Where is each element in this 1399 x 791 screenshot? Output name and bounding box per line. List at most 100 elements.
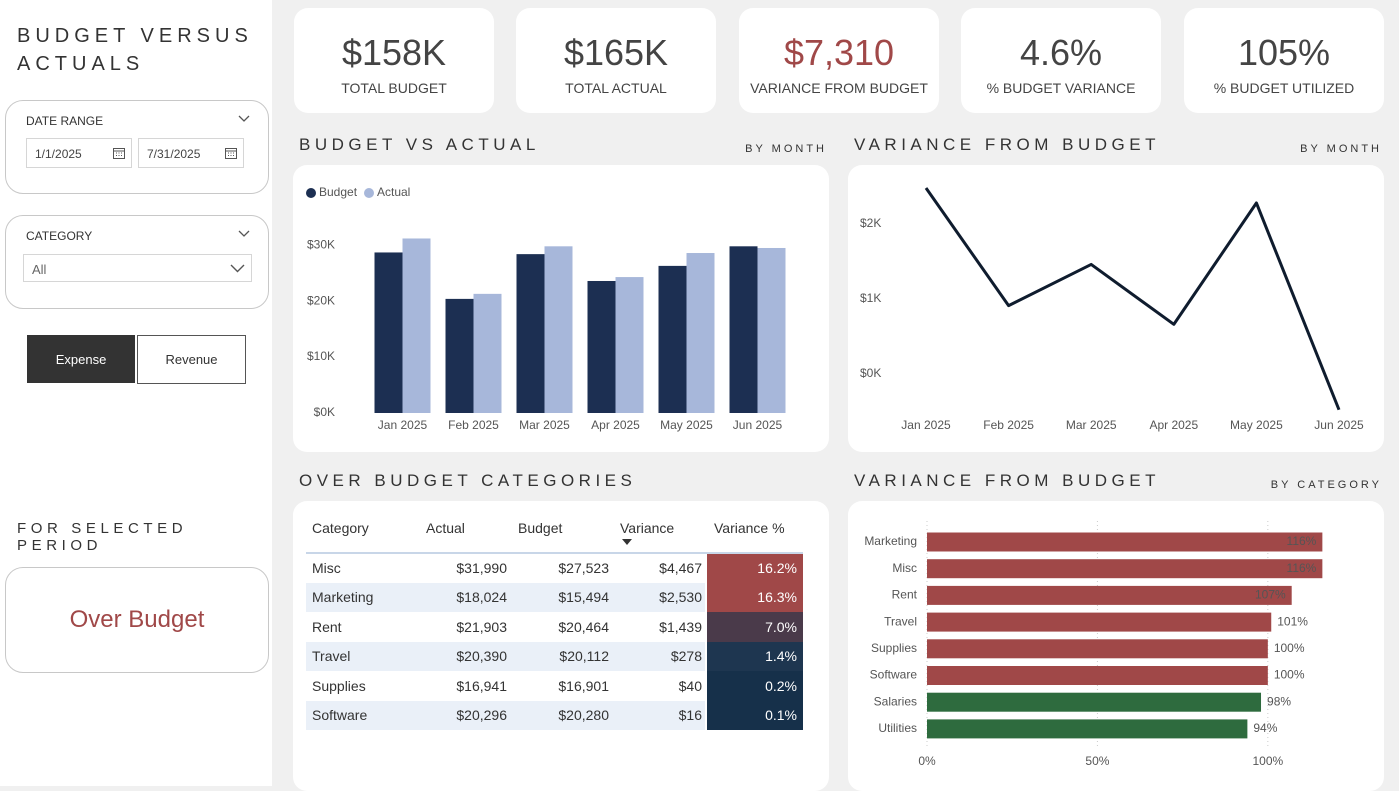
bar [516, 254, 545, 413]
chart: $0K $10K $20K $30K Budget Actual Jan 2025 Feb 2… [306, 185, 786, 432]
bar [402, 238, 431, 413]
table-cell: $20,280 [558, 707, 609, 724]
y-tick-label: Supplies [871, 641, 917, 655]
table-cell: $20,112 [559, 648, 609, 665]
column-header: Variance % [706, 503, 803, 554]
x-tick-label: Jan 2025 [901, 418, 951, 432]
table-row: Rent $21,903 $20,464 $1,439 7.0% [306, 612, 803, 642]
bar [544, 246, 573, 413]
x-tick-label: Jun 2025 [733, 418, 783, 432]
period-label: FOR SELECTED PERIOD [17, 520, 188, 554]
kpi-label: TOTAL BUDGET [341, 80, 447, 96]
table-cell: 1.4% [705, 641, 803, 671]
table-cell: $2,530 [659, 589, 702, 606]
table-row: Supplies $16,941 $16,901 $40 0.2% [306, 671, 803, 701]
table-cell: $20,296 [456, 707, 507, 724]
chevron [230, 264, 245, 273]
kpi-label: VARIANCE FROM BUDGET [750, 80, 928, 96]
category-dropdown[interactable]: All [23, 254, 252, 282]
table-title: OVER BUDGET CATEGORIES [299, 471, 637, 490]
bar [729, 246, 758, 413]
bar [445, 298, 474, 413]
column-header: Category [306, 503, 418, 554]
table-cell: $278 [670, 648, 702, 665]
sort-arrow[interactable] [622, 539, 632, 545]
value-label: 101% [1277, 614, 1308, 628]
y-tick-label: $0K [860, 366, 881, 380]
y-tick-label: $0K [314, 405, 335, 419]
bar [658, 265, 687, 413]
table-cell: $16,941 [456, 677, 507, 694]
end-date: 7/31/2025 [147, 147, 201, 161]
chevron[interactable] [238, 230, 250, 238]
x-tick-label: Apr 2025 [1149, 418, 1198, 432]
status-card: Over Budget [5, 567, 269, 673]
table: Category Actual Budget Variance Variance % Mi… [306, 503, 803, 730]
header-row: Category Actual Budget Variance Variance % [306, 503, 803, 554]
kpi-value: 4.6% [1019, 32, 1103, 73]
table-row: Travel $20,390 $20,112 $278 1.4% [306, 641, 803, 671]
value-label: 116% [1287, 561, 1317, 575]
legend-label: Budget [319, 185, 358, 199]
date-range-filter: DATE RANGE 1/1/2025 7/31/2025 [5, 100, 269, 194]
end-date-input[interactable]: 7/31/2025 [138, 138, 244, 168]
x-tick-label: Mar 2025 [1066, 418, 1117, 432]
table-cell: 0.1% [705, 700, 803, 730]
kpi-value: 105% [1237, 32, 1331, 73]
bar [927, 666, 1268, 685]
button-label: Expense [55, 351, 107, 367]
table-row: Misc $31,990 $27,523 $4,467 16.2% [306, 553, 803, 583]
value-label: 116% [1287, 534, 1317, 548]
expense-button[interactable]: Expense [27, 335, 135, 383]
bar [927, 532, 1323, 552]
calendar-icon [225, 148, 237, 159]
y-tick-label: Travel [884, 614, 917, 628]
x-tick-label: 0% [918, 754, 936, 768]
value-label: 94% [1253, 721, 1277, 735]
x-tick-label: Jun 2025 [1314, 418, 1364, 432]
chevron[interactable] [238, 115, 250, 123]
y-tick-label: $10K [307, 349, 335, 363]
table-cell: Rent [312, 618, 342, 635]
y-tick-label: Software [870, 668, 918, 682]
table-cell: 16.3% [705, 582, 803, 612]
x-tick-label: Mar 2025 [519, 418, 570, 432]
revenue-button[interactable]: Revenue [137, 335, 246, 384]
x-tick-label: May 2025 [660, 418, 713, 432]
table-cell: $27,523 [558, 560, 609, 577]
table-cell: $18,024 [456, 589, 507, 606]
x-tick-label: 100% [1252, 754, 1283, 768]
x-tick-label: 50% [1085, 754, 1109, 768]
value-label: 107% [1255, 588, 1286, 602]
y-tick-label: $20K [307, 293, 335, 307]
start-date-input[interactable]: 1/1/2025 [26, 138, 132, 168]
kpi-card: 4.6% % BUDGET VARIANCE [961, 8, 1161, 113]
y-tick-label: $30K [307, 237, 335, 251]
column-header: Budget [510, 503, 612, 554]
bar [757, 247, 786, 413]
y-tick-label: $2K [860, 216, 881, 230]
table-cell: $16,901 [558, 677, 609, 694]
kpi-card: $158K TOTAL BUDGET [294, 8, 494, 113]
bar [927, 612, 1272, 632]
table-cell: $31,990 [456, 560, 507, 577]
category-value: All [32, 262, 47, 277]
y-tick-label: $1K [860, 291, 881, 305]
chart: 0% 50% 100% Marketing 116% Misc 116% Rent 107% Tr… [864, 521, 1323, 768]
start-date: 1/1/2025 [35, 147, 82, 161]
bar [587, 280, 616, 413]
value-label: 98% [1267, 694, 1291, 708]
bar [927, 692, 1262, 712]
chart-subtitle: BY CATEGORY [1270, 479, 1382, 491]
x-tick-label: Feb 2025 [983, 418, 1034, 432]
bar [927, 719, 1248, 739]
x-tick-label: Feb 2025 [448, 418, 499, 432]
chart-title: BUDGET VS ACTUAL [299, 135, 540, 154]
kpi-value: $7,310 [783, 32, 895, 73]
x-tick-label: Apr 2025 [591, 418, 640, 432]
table-cell: Travel [312, 648, 351, 665]
x-tick-label: Jan 2025 [378, 418, 428, 432]
kpi-value: $165K [563, 32, 669, 73]
legend-label: Actual [377, 185, 410, 199]
status-text: Over Budget [69, 606, 205, 633]
